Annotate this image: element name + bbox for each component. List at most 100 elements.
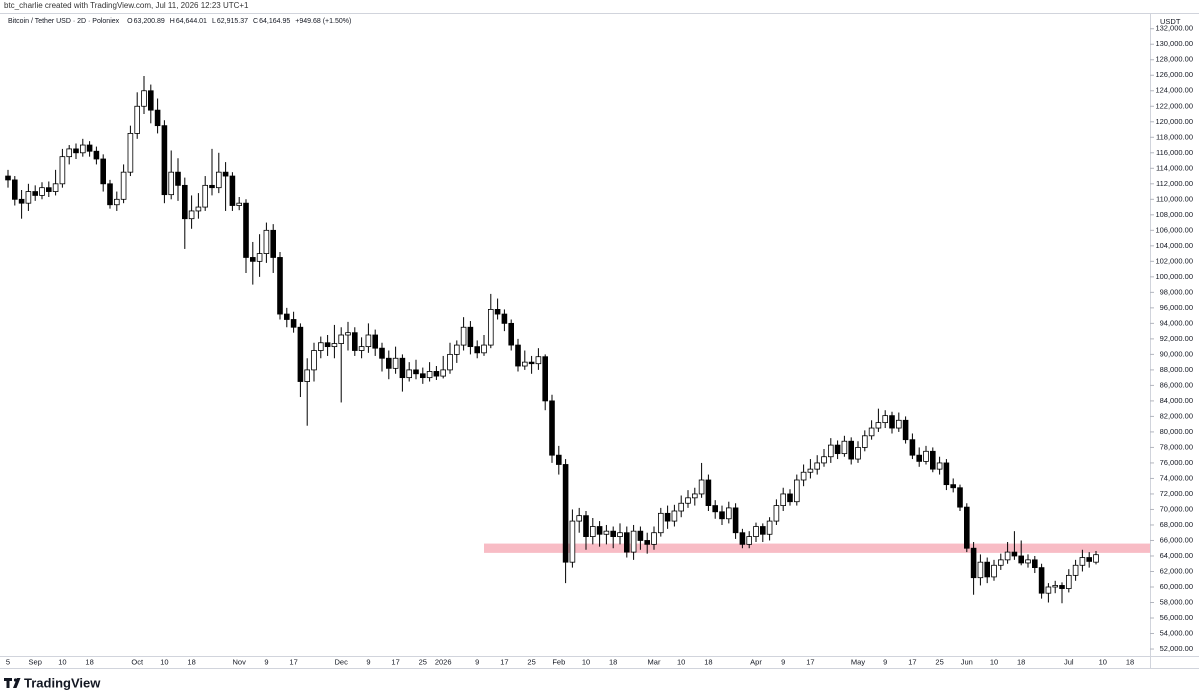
y-tick-label: 110,000.00 (1156, 194, 1193, 203)
candle (712, 500, 718, 519)
candle-body (549, 400, 555, 456)
candle (780, 487, 786, 512)
candle-body (229, 175, 236, 206)
candle (107, 179, 113, 209)
candle-body (705, 479, 712, 506)
candle (923, 445, 929, 465)
candle-body (576, 515, 582, 522)
candle (950, 478, 956, 493)
candle-body (617, 532, 623, 537)
candle (549, 394, 555, 463)
candle (222, 162, 229, 211)
candle (392, 346, 399, 374)
candle (535, 348, 542, 370)
candle (705, 474, 712, 512)
candle (297, 323, 304, 398)
x-tick-label: 9 (883, 657, 887, 666)
candle-body (39, 187, 45, 196)
y-tick-label: 88,000.00 (1160, 365, 1193, 374)
candle (658, 507, 664, 537)
candle-body (399, 357, 406, 379)
candle-body (426, 371, 433, 379)
y-tick-label: 80,000.00 (1160, 427, 1193, 436)
candle (338, 327, 344, 403)
candle (481, 335, 487, 356)
legend-symbol: Bitcoin / Tether USD · 2D · Poloniex (8, 18, 120, 25)
candle-body (107, 183, 113, 206)
x-tick-label: 18 (85, 657, 93, 666)
candle-body (154, 109, 161, 127)
candle-body (970, 547, 977, 579)
x-tick-label: Jun (961, 657, 973, 666)
y-tick-label: 90,000.00 (1160, 349, 1193, 358)
candle (372, 329, 378, 356)
candle (80, 138, 86, 157)
legend-value: 64,644.01 (176, 18, 207, 25)
candle-body (161, 125, 168, 196)
candle (147, 84, 154, 124)
y-tick-label: 120,000.00 (1155, 117, 1193, 126)
candle-body (460, 326, 467, 346)
candle (583, 511, 589, 550)
candle-body (644, 540, 650, 545)
candle (930, 447, 936, 473)
candle (732, 503, 739, 539)
candle (243, 199, 249, 273)
candle (766, 517, 773, 541)
candle (862, 430, 868, 452)
candle-body (18, 198, 25, 204)
candle-body (991, 564, 997, 578)
candle (678, 495, 684, 518)
candle (168, 150, 175, 200)
candle-body (379, 347, 385, 359)
candle-body (481, 344, 487, 354)
y-tick-label: 106,000.00 (1155, 225, 1193, 234)
candle-body (243, 202, 249, 258)
candle (351, 327, 358, 356)
candle-body (66, 148, 73, 158)
candle (943, 459, 950, 491)
candle-body (168, 171, 175, 196)
candle (154, 98, 161, 134)
candle-body (1025, 559, 1031, 564)
x-tick-label: Oct (131, 657, 144, 666)
legend-key: H (170, 18, 175, 25)
candle (181, 177, 188, 249)
candle (175, 158, 181, 201)
candle (249, 241, 256, 285)
candle (848, 437, 854, 465)
candle (977, 554, 984, 586)
candle-body (46, 187, 52, 192)
candle-body (678, 502, 684, 512)
candle (317, 336, 324, 359)
x-tick-label: 18 (609, 657, 617, 666)
candle-body (916, 454, 922, 462)
candle-body (358, 346, 365, 351)
y-tick-label: 56,000.00 (1160, 613, 1193, 622)
candle-body (828, 444, 834, 458)
candle-body (188, 210, 195, 220)
candle (515, 338, 521, 372)
candle-body (467, 326, 474, 348)
candle (1018, 540, 1024, 566)
candle-body (215, 171, 222, 189)
candle (277, 252, 283, 320)
candle-body (508, 322, 514, 346)
candle-body (794, 479, 800, 503)
brand-name: TradingView (24, 675, 101, 690)
candle (1038, 563, 1045, 599)
candle-body (1032, 559, 1038, 569)
candle-body (134, 105, 141, 134)
candle-body (746, 536, 752, 545)
x-tick-label: 25 (527, 657, 535, 666)
candle (902, 416, 909, 444)
candle-body (32, 191, 38, 196)
y-tick-label: 104,000.00 (1155, 241, 1193, 250)
x-tick-label: Apr (750, 657, 762, 666)
candle (889, 411, 895, 434)
legend: Bitcoin / Tether USD · 2D · Poloniex (8, 18, 120, 25)
candle-body (923, 450, 929, 462)
candle (964, 503, 970, 553)
candle (508, 319, 514, 351)
candle (916, 447, 922, 467)
